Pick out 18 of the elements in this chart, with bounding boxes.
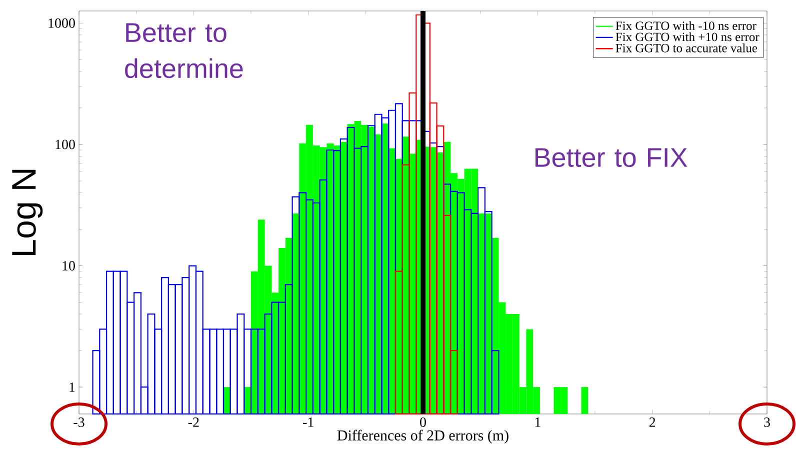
legend-label: Fix GGTO with +10 ns error <box>616 32 760 42</box>
y-axis-title: Log N <box>12 170 43 256</box>
y-tick-label: 10 <box>62 261 75 270</box>
x-tick-label: 2 <box>649 418 656 427</box>
annotation: Better to FIX <box>536 148 688 168</box>
x-axis-title: Differences of 2D errors (m) <box>337 430 508 444</box>
x-tick-label: 1 <box>535 417 540 427</box>
x-tick-label: 3 <box>764 418 770 427</box>
y-tick-label: 1000 <box>48 18 75 28</box>
legend-label: Fix GGTO to accurate value <box>616 44 758 52</box>
legend-label: Fix GGTO with -10 ns error <box>616 21 756 30</box>
y-tick-label: 1 <box>70 382 75 392</box>
x-tick-label: -1 <box>303 417 314 427</box>
x-tick-label: -3 <box>74 418 84 427</box>
annotation: Better to determine <box>125 23 243 78</box>
y-tick-label: 100 <box>56 140 75 150</box>
x-tick-label: -2 <box>188 418 199 427</box>
x-tick-label: 0 <box>420 418 426 427</box>
